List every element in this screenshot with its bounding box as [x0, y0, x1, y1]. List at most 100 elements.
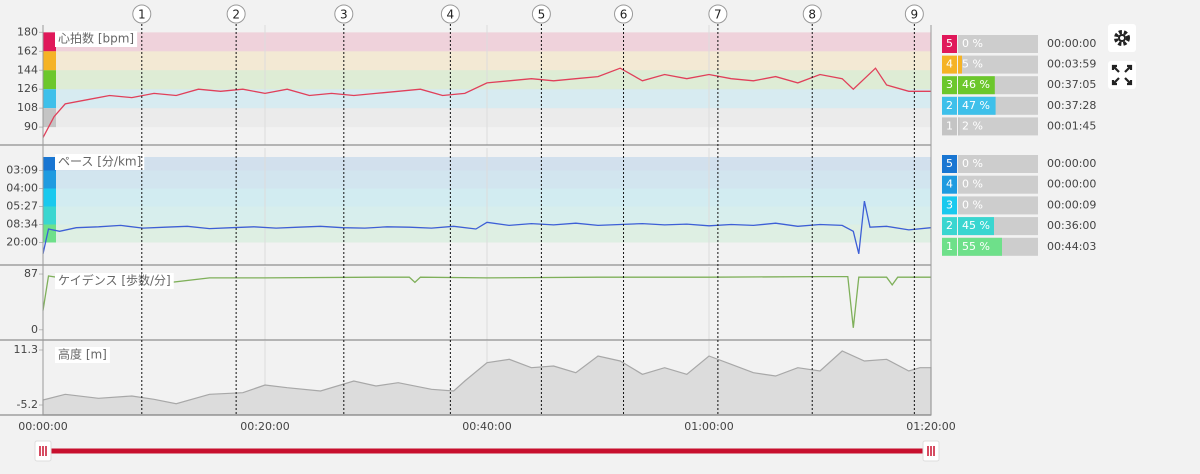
panel-title: ペース [分/km] — [58, 155, 141, 169]
zone-name: 3 — [946, 78, 953, 91]
zone-percent: 0 % — [962, 198, 983, 211]
zone-name: 4 — [946, 178, 953, 191]
zone-time: 00:01:45 — [1047, 119, 1096, 132]
zone-bar-bg — [958, 117, 1038, 136]
zone-strip — [43, 170, 56, 189]
zone-percent: 47 % — [962, 99, 990, 112]
zone-badge — [942, 55, 957, 74]
range-handle[interactable] — [922, 440, 940, 462]
y-tick-label: 90 — [24, 120, 38, 133]
panel-title: 心拍数 [bpm] — [58, 31, 134, 46]
zone-time: 00:36:00 — [1047, 219, 1096, 232]
fullscreen-button[interactable] — [1108, 61, 1136, 89]
zone-bar — [958, 55, 962, 74]
lap-label: 6 — [620, 8, 628, 22]
zone-bar — [958, 76, 995, 95]
zone-bar — [958, 96, 996, 115]
y-tick-label: 126 — [17, 82, 38, 95]
zone-strip — [43, 89, 56, 109]
zone-strip — [43, 70, 56, 90]
zone-time: 00:44:03 — [1047, 240, 1096, 253]
lap-marker — [531, 4, 551, 24]
y-tick-label: 87 — [24, 267, 38, 280]
range-handle[interactable] — [34, 440, 52, 462]
zone-badge — [942, 96, 957, 115]
y-tick-label: 162 — [17, 44, 38, 57]
lap-marker — [614, 4, 634, 24]
lap-marker — [334, 4, 354, 24]
y-tick-label: 05:27 — [6, 200, 38, 213]
series-line — [42, 67, 931, 138]
x-tick-label: 00:20:00 — [240, 420, 289, 433]
zone-name: 5 — [946, 37, 953, 50]
x-tick-label: 01:20:00 — [906, 420, 955, 433]
lap-label: 4 — [447, 8, 455, 22]
zone-strip — [43, 206, 56, 225]
zone-time: 00:00:00 — [1047, 157, 1096, 170]
zone-name: 5 — [946, 157, 953, 170]
zone-time: 00:37:28 — [1047, 99, 1096, 112]
zone-bar — [958, 117, 960, 136]
zone-strip — [43, 32, 56, 52]
zone-name: 4 — [946, 58, 953, 71]
zone-badge — [942, 175, 957, 194]
zone-percent: 5 % — [962, 58, 983, 71]
y-tick-label: 08:34 — [6, 218, 38, 231]
y-tick-label: 03:09 — [6, 164, 38, 177]
lap-marker — [904, 4, 924, 24]
zone-bar-bg — [958, 55, 1038, 74]
zone-strip — [43, 224, 56, 243]
zone-badge — [942, 237, 957, 256]
zone-percent: 46 % — [962, 78, 990, 91]
zone-percent: 0 % — [962, 178, 983, 191]
y-tick-label: -5.2 — [17, 398, 38, 411]
zone-bar-bg — [958, 175, 1038, 194]
zone-badge — [942, 217, 957, 236]
gear-icon — [1114, 30, 1130, 46]
lap-label: 7 — [714, 8, 722, 22]
zone-badge — [942, 155, 957, 173]
zone-time: 00:00:09 — [1047, 198, 1096, 211]
panel-title-bg — [55, 273, 174, 289]
x-tick-label: 00:00:00 — [18, 420, 67, 433]
lap-marker — [440, 4, 460, 24]
x-tick-label: 00:40:00 — [462, 420, 511, 433]
settings-button[interactable] — [1108, 24, 1136, 52]
zone-percent: 0 % — [962, 157, 983, 170]
zone-percent: 2 % — [962, 119, 983, 132]
y-tick-label: 04:00 — [6, 182, 38, 195]
zone-bar-bg — [958, 155, 1038, 173]
lap-marker — [708, 4, 728, 24]
x-tick-label: 01:00:00 — [684, 420, 733, 433]
zone-time: 00:00:00 — [1047, 178, 1096, 191]
zone-time: 00:37:05 — [1047, 78, 1096, 91]
y-tick-label: 0 — [31, 323, 38, 336]
gear-icon — [1120, 36, 1124, 40]
y-tick-label: 20:00 — [6, 236, 38, 249]
zone-badge — [942, 76, 957, 95]
y-tick-label: 108 — [17, 101, 38, 114]
zone-strip — [43, 157, 56, 171]
zone-time: 00:00:00 — [1047, 37, 1096, 50]
zone-bar-bg — [958, 196, 1038, 215]
zone-badge — [942, 196, 957, 215]
zone-bar — [958, 217, 994, 236]
lap-label: 9 — [911, 8, 919, 22]
lap-label: 5 — [538, 8, 546, 22]
zone-name: 1 — [946, 119, 953, 132]
zone-name: 2 — [946, 219, 953, 232]
zone-badge — [942, 35, 957, 53]
lap-label: 3 — [340, 8, 348, 22]
zone-strip — [43, 188, 56, 207]
zone-bar-bg — [958, 35, 1038, 53]
panel-title-bg — [55, 347, 110, 363]
series-line — [42, 200, 932, 254]
zone-percent: 55 % — [962, 240, 990, 253]
y-tick-label: 11.3 — [14, 343, 39, 356]
y-tick-label: 180 — [17, 25, 38, 38]
lap-label: 8 — [808, 8, 816, 22]
zone-percent: 0 % — [962, 37, 983, 50]
zone-name: 1 — [946, 240, 953, 253]
